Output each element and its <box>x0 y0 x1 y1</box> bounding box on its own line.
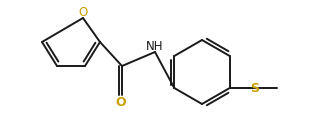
Text: O: O <box>78 6 88 19</box>
Text: NH: NH <box>146 40 164 53</box>
Text: S: S <box>250 82 259 94</box>
Text: O: O <box>116 95 126 109</box>
